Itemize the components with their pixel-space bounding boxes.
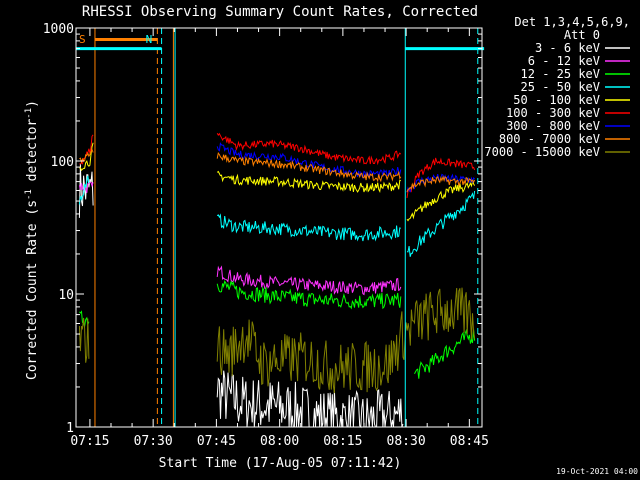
series-7 [79,148,476,193]
y-tick-label-2: 100 [51,155,74,170]
y-label-part-1: Corrected Count Rate (s [25,200,40,380]
legend-label-7: 800 - 7000 keV [499,132,600,146]
x-tick-label-5: 08:30 [387,434,426,449]
series-4 [79,142,476,222]
y-label-sup-2: -1 [24,108,34,119]
x-tick-label-6: 08:45 [450,434,489,449]
series-8 [78,287,476,394]
y-label-part-2: detector [25,119,40,190]
legend-label-0: 3 - 6 keV [535,41,600,55]
series-line-0 [78,164,404,429]
plot-area: S N 1 10 100 1000 07:15 07:30 07:45 08:00 08:15 08:… [43,22,489,449]
series-line-8 [78,287,476,394]
x-tick-label-3: 08:00 [260,434,299,449]
legend-header-line-2: Att 0 [564,28,600,42]
footer-timestamp: 19-Oct-2021 04:00 [556,467,638,476]
marker-label-0: S [79,33,86,46]
legend-label-5: 100 - 300 keV [506,106,600,120]
series-6 [216,142,475,193]
y-label-part-3: ) [25,100,40,108]
x-tick-label-0: 07:15 [70,434,109,449]
series-line-1 [78,181,402,296]
plot-frame [75,27,483,428]
x-tick-label-2: 07:45 [197,434,236,449]
series-1 [78,181,402,296]
y-tick-label-1: 10 [58,288,74,303]
y-tick-label-0: 1 [66,421,74,436]
x-axis-label: Start Time (17-Aug-05 07:11:42) [159,456,402,471]
legend-label-6: 300 - 800 keV [506,119,600,133]
series-0 [78,164,404,429]
series-line-7 [79,148,476,193]
x-tick-label-1: 07:30 [134,434,173,449]
chart-title: RHESSI Observing Summary Count Rates, Co… [82,4,478,20]
series-line-6 [216,142,475,193]
legend-label-4: 50 - 100 keV [513,93,600,107]
legend-label-1: 6 - 12 keV [528,54,600,68]
x-tick-label-4: 08:15 [323,434,362,449]
marker-label-1: N [146,33,153,46]
y-label-sup-1: -1 [24,189,34,200]
y-axis-label: Corrected Count Rate (s-1 detector-1) [24,100,40,380]
series-line-4 [79,142,476,222]
legend-header-line-1: Det 1,3,4,5,6,9, [514,15,630,29]
legend-label-2: 12 - 25 keV [521,67,600,81]
legend-label-3: 25 - 50 keV [521,80,600,94]
series-3 [78,175,476,257]
legend-label-8: 7000 - 15000 keV [484,145,600,159]
y-tick-label-3: 1000 [43,22,74,37]
series-line-3 [78,175,476,257]
